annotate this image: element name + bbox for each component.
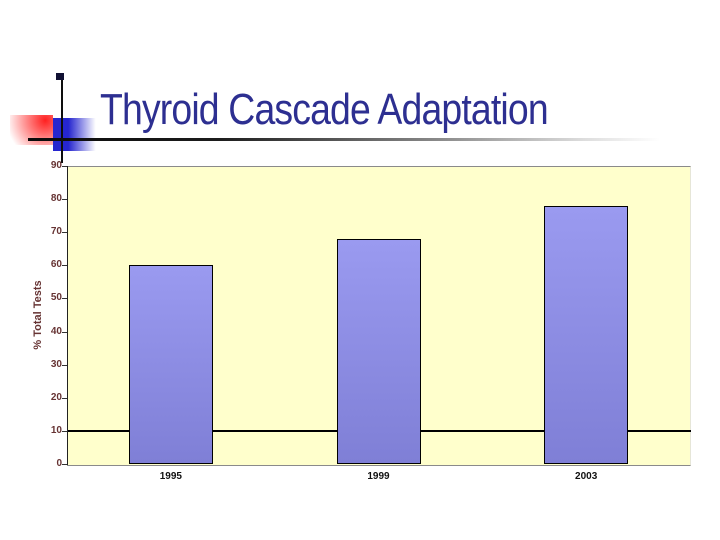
decoration-line-cap	[56, 73, 64, 80]
bar-2003	[544, 206, 629, 464]
y-tick-mark	[62, 199, 67, 201]
y-tick-label: 50	[50, 292, 62, 304]
decoration-vertical-line	[61, 76, 63, 163]
y-tick-label: 60	[50, 259, 62, 271]
y-tick-mark	[62, 166, 67, 167]
y-tick-label: 0	[56, 458, 62, 469]
x-tick-label: 2003	[575, 471, 598, 482]
x-tick-label: 1995	[159, 471, 182, 482]
y-tick-mark	[62, 430, 67, 432]
y-tick-label: 80	[50, 193, 62, 205]
decoration-blue-square	[53, 118, 97, 151]
y-tick-mark	[62, 298, 67, 300]
decoration-yellow-square	[32, 86, 75, 113]
y-axis-title: % Total Tests	[32, 280, 44, 350]
title-underline-rule	[28, 138, 660, 141]
bar-1999	[336, 239, 421, 464]
y-tick-mark	[62, 364, 67, 366]
slide-title: Thyroid Cascade Adaptation	[100, 85, 549, 134]
y-tick-mark	[62, 232, 67, 234]
y-tick-label: 40	[50, 325, 62, 337]
x-tick-label: 1999	[367, 471, 390, 482]
y-tick-mark	[62, 331, 67, 333]
y-tick-label: 30	[50, 358, 62, 370]
y-axis-line	[67, 166, 68, 465]
y-tick-label: 90	[50, 160, 62, 171]
y-tick-label: 70	[50, 226, 62, 238]
bar-1995	[128, 265, 213, 464]
y-tick-mark	[62, 397, 67, 399]
y-tick-mark	[62, 265, 67, 267]
y-tick-label: 20	[50, 391, 62, 403]
y-tick-label: 10	[50, 424, 62, 436]
y-tick-mark	[62, 464, 67, 465]
